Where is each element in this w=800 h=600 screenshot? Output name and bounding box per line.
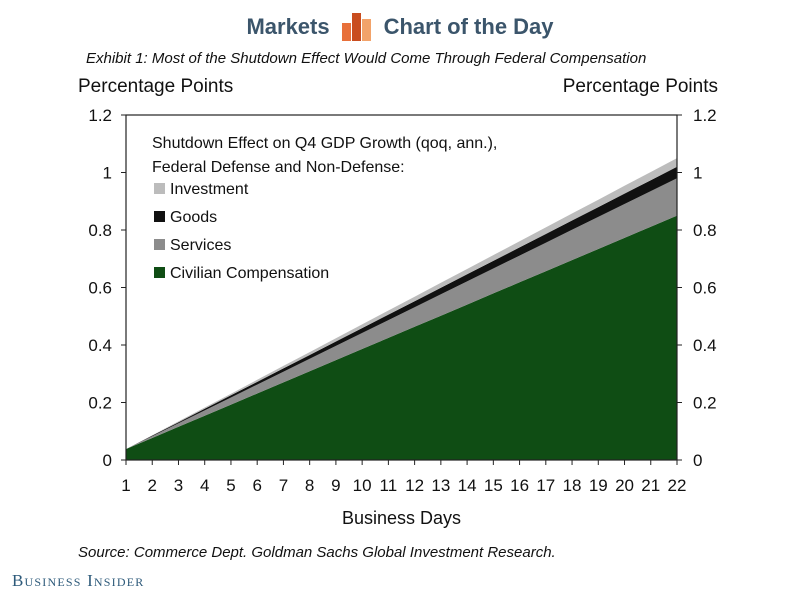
x-axis-label: Business Days [342,508,461,528]
x-tick-label: 5 [226,476,235,495]
exhibit-title: Exhibit 1: Most of the Shutdown Effect W… [86,50,647,67]
x-tick-label: 17 [536,476,555,495]
x-tick-label: 13 [431,476,450,495]
legend-swatch-civilian-compensation [154,267,165,278]
x-tick-label: 3 [174,476,183,495]
y-tick-label-right: 0.2 [693,394,717,413]
y-tick-label-left: 0 [103,451,112,470]
legend-swatch-goods [154,211,165,222]
left-axis-title: Percentage Points [78,76,234,97]
legend-swatch-services [154,239,165,250]
x-tick-label: 2 [148,476,157,495]
source-note: Source: Commerce Dept. Goldman Sachs Glo… [78,544,556,561]
y-tick-label-left: 0.4 [88,336,112,355]
legend-label-services: Services [170,237,231,254]
legend-label-investment: Investment [170,181,249,198]
x-tick-label: 9 [331,476,340,495]
x-tick-label: 7 [279,476,288,495]
legend-label-goods: Goods [170,209,217,226]
area-civilian-compensation [126,215,677,460]
right-axis-title: Percentage Points [562,76,718,97]
y-tick-label-right: 0.8 [693,221,717,240]
legend-title-line2: Federal Defense and Non-Defense: [152,159,405,176]
y-tick-label-right: 0.6 [693,279,717,298]
y-tick-label-left: 1 [103,164,112,183]
area-goods [126,166,677,450]
y-tick-label-left: 0.8 [88,221,112,240]
y-tick-label-right: 0 [693,451,702,470]
legend-swatch-investment [154,183,165,194]
y-tick-label-left: 1.2 [88,106,112,125]
y-tick-label-left: 0.6 [88,279,112,298]
x-tick-label: 12 [405,476,424,495]
x-tick-label: 11 [380,476,398,495]
x-tick-label: 21 [641,476,660,495]
markets-brand: Markets [246,14,330,39]
x-tick-label: 16 [510,476,529,495]
x-tick-label: 14 [458,476,477,495]
chart-of-the-day-banner: Markets Chart of the Day [0,10,800,44]
y-tick-label-left: 0.2 [88,394,112,413]
chart-logo-icon [341,13,372,41]
x-tick-label: 8 [305,476,314,495]
x-tick-label: 15 [484,476,503,495]
x-tick-label: 18 [563,476,582,495]
y-tick-label-right: 0.4 [693,336,717,355]
x-tick-label: 6 [252,476,261,495]
area-services [126,178,677,450]
y-tick-label-right: 1 [693,164,702,183]
x-tick-label: 22 [668,476,687,495]
business-insider-logo: Business Insider [12,571,145,590]
y-tick-label-right: 1.2 [693,106,717,125]
x-tick-label: 4 [200,476,209,495]
x-tick-label: 1 [121,476,130,495]
area-investment [126,158,677,450]
x-tick-label: 19 [589,476,608,495]
legend-label-civilian-compensation: Civilian Compensation [170,265,329,282]
chart-of-the-day-brand: Chart of the Day [383,14,554,39]
legend-title-line1: Shutdown Effect on Q4 GDP Growth (qoq, a… [152,135,497,152]
x-tick-label: 10 [353,476,372,495]
x-tick-label: 20 [615,476,634,495]
